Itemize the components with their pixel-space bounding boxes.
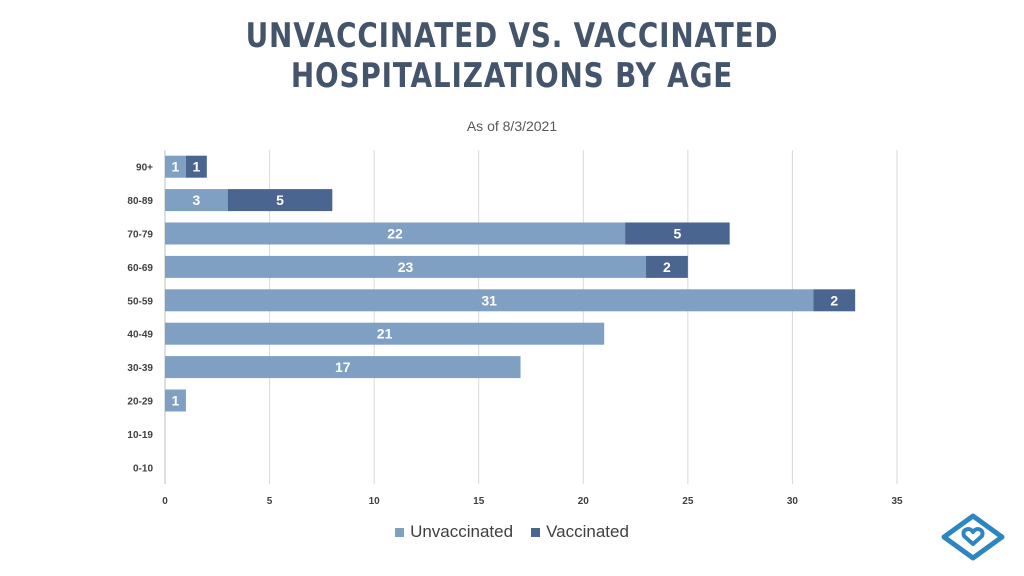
chart-subtitle: As of 8/3/2021: [466, 118, 558, 134]
bar-unvaccinated-60-69: [165, 255, 647, 278]
legend-swatch-unvaccinated: [395, 527, 405, 537]
legend-item-unvaccinated: Unvaccinated: [395, 522, 513, 542]
data-label-vaccinated: 5: [674, 226, 682, 242]
x-tick-label: 15: [473, 496, 485, 507]
data-label-unvaccinated: 22: [387, 226, 403, 242]
y-tick-label: 20-29: [127, 397, 153, 408]
bar-vaccinated-90+: [185, 155, 207, 178]
x-tick-label: 30: [787, 496, 799, 507]
chart-title-line1: UNVACCINATED VS. VACCINATED: [245, 16, 779, 56]
y-tick-label: 60-69: [127, 263, 153, 274]
legend-label-unvaccinated: Unvaccinated: [410, 522, 514, 541]
chart-legend: Unvaccinated Vaccinated: [0, 522, 1024, 542]
chart-title: UNVACCINATED VS. VACCINATED HOSPITALIZAT…: [92, 16, 932, 96]
bar-unvaccinated-40-49: [165, 322, 605, 345]
y-tick-label: 70-79: [127, 230, 153, 241]
diamond-heart-logo-icon: [941, 513, 1005, 561]
y-tick-label: 90+: [136, 163, 153, 174]
y-tick-label: 80-89: [127, 196, 153, 207]
data-label-unvaccinated: 3: [192, 192, 200, 208]
data-label-unvaccinated: 1: [172, 393, 180, 409]
bar-unvaccinated-50-59: [165, 289, 814, 312]
x-tick-label: 35: [891, 496, 903, 507]
data-label-unvaccinated: 1: [172, 159, 180, 175]
y-tick-label: 10-19: [127, 430, 153, 441]
bar-vaccinated-70-79: [625, 222, 730, 245]
legend-label-vaccinated: Vaccinated: [546, 522, 629, 541]
bar-vaccinated-80-89: [227, 189, 333, 212]
legend-swatch-vaccinated: [531, 527, 541, 537]
legend-item-vaccinated: Vaccinated: [531, 522, 629, 542]
bar-vaccinated-60-69: [646, 255, 688, 278]
bar-unvaccinated-70-79: [165, 222, 626, 245]
bar-vaccinated-50-59: [813, 289, 856, 312]
data-label-unvaccinated: 31: [481, 292, 497, 308]
bar-unvaccinated-80-89: [165, 189, 228, 212]
x-tick-label: 25: [682, 496, 694, 507]
data-label-unvaccinated: 17: [335, 359, 351, 375]
bar-unvaccinated-20-29: [165, 389, 186, 412]
data-label-vaccinated: 2: [830, 292, 838, 308]
x-tick-label: 10: [369, 496, 381, 507]
data-label-vaccinated: 5: [276, 192, 284, 208]
data-label-unvaccinated: 23: [398, 259, 414, 275]
y-tick-label: 30-39: [127, 363, 153, 374]
y-tick-label: 0-10: [133, 463, 153, 474]
x-tick-label: 20: [578, 496, 590, 507]
x-tick-label: 0: [162, 496, 168, 507]
data-label-vaccinated: 1: [192, 159, 200, 175]
data-label-unvaccinated: 21: [377, 326, 393, 342]
y-tick-label: 50-59: [127, 296, 153, 307]
y-tick-label: 40-49: [127, 330, 153, 341]
bar-unvaccinated-90+: [165, 155, 186, 178]
bar-unvaccinated-30-39: [165, 356, 521, 379]
data-label-vaccinated: 2: [663, 259, 671, 275]
x-tick-label: 5: [267, 496, 273, 507]
chart-title-line2: HOSPITALIZATIONS BY AGE: [290, 56, 734, 96]
